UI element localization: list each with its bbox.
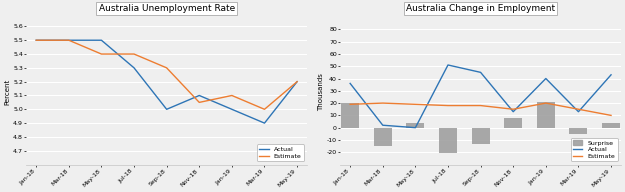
Bar — [472, 128, 489, 144]
Estimate — [542, 102, 549, 104]
Bar — [374, 128, 392, 146]
Bar — [406, 123, 424, 128]
Legend: Surprise, Actual, Estimate: Surprise, Actual, Estimate — [571, 138, 618, 161]
Title: Australia Unemployment Rate: Australia Unemployment Rate — [99, 4, 235, 13]
Estimate — [65, 39, 72, 41]
Actual — [65, 39, 72, 41]
Estimate — [261, 108, 268, 110]
Estimate — [32, 39, 40, 41]
Bar — [569, 128, 588, 134]
Actual — [542, 77, 549, 80]
Actual — [346, 82, 354, 85]
Estimate — [293, 80, 301, 83]
Actual — [196, 94, 203, 97]
Bar — [341, 103, 359, 128]
Line: Estimate: Estimate — [36, 40, 297, 109]
Actual — [608, 74, 615, 76]
Estimate — [228, 94, 236, 97]
Estimate — [346, 103, 354, 105]
Estimate — [196, 101, 203, 103]
Estimate — [130, 53, 138, 55]
Y-axis label: Thousands: Thousands — [318, 73, 324, 111]
Actual — [98, 39, 105, 41]
Estimate — [574, 108, 582, 110]
Estimate — [163, 67, 171, 69]
Estimate — [412, 103, 419, 105]
Actual — [574, 111, 582, 113]
Estimate — [509, 108, 517, 110]
Actual — [130, 67, 138, 69]
Estimate — [477, 104, 484, 107]
Line: Estimate: Estimate — [350, 103, 611, 115]
Actual — [444, 64, 452, 66]
Estimate — [444, 104, 452, 107]
Line: Actual: Actual — [350, 65, 611, 128]
Actual — [228, 108, 236, 110]
Bar — [602, 123, 620, 128]
Estimate — [608, 114, 615, 117]
Title: Australia Change in Employment: Australia Change in Employment — [406, 4, 555, 13]
Estimate — [98, 53, 105, 55]
Bar — [537, 102, 555, 128]
Estimate — [379, 102, 386, 104]
Actual — [261, 122, 268, 124]
Bar — [439, 128, 457, 153]
Y-axis label: Percent: Percent — [4, 79, 10, 105]
Bar — [504, 118, 522, 128]
Actual — [32, 39, 40, 41]
Actual — [412, 127, 419, 129]
Line: Actual: Actual — [36, 40, 297, 123]
Legend: Actual, Estimate: Actual, Estimate — [257, 144, 304, 161]
Actual — [163, 108, 171, 110]
Actual — [293, 80, 301, 83]
Actual — [477, 71, 484, 74]
Actual — [379, 124, 386, 126]
Actual — [509, 111, 517, 113]
